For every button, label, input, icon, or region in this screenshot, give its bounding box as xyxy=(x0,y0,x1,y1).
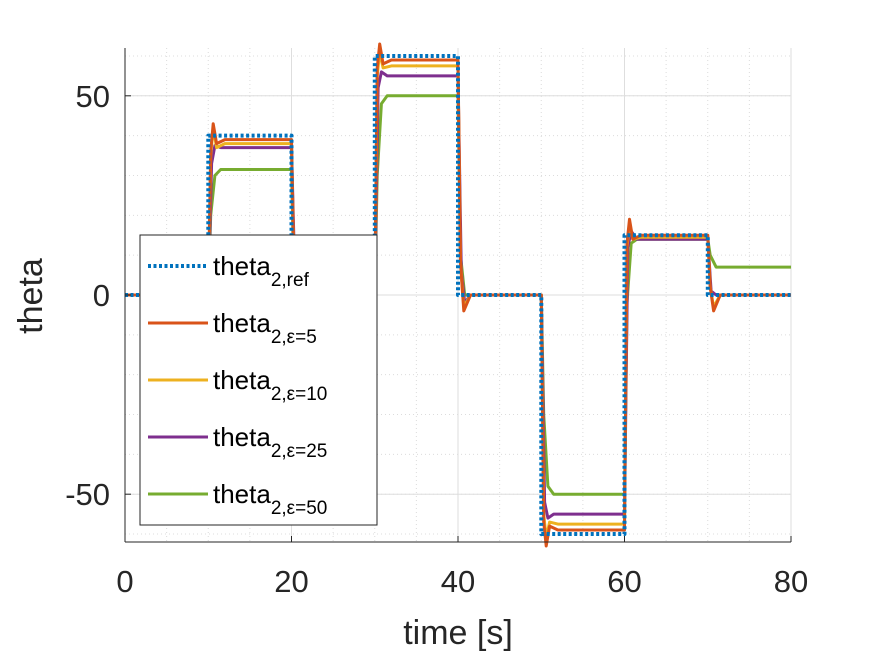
x-tick-label: 80 xyxy=(774,564,808,599)
x-axis-label: time [s] xyxy=(403,614,513,652)
x-tick-label: 60 xyxy=(607,564,641,599)
y-tick-label: -50 xyxy=(65,477,110,512)
x-ticks: 0 20 40 60 80 xyxy=(116,536,808,599)
y-tick-label: 50 xyxy=(76,79,110,114)
series-layer xyxy=(125,42,791,548)
legend-label-0: theta2,ref xyxy=(213,251,310,291)
x-tick-label: 20 xyxy=(274,564,308,599)
legend-label-2: theta2,ε=10 xyxy=(213,365,327,405)
legend-label-3: theta2,ε=25 xyxy=(213,422,327,462)
x-tick-label: 0 xyxy=(116,564,133,599)
legend-label-1: theta2,ε=5 xyxy=(213,308,317,348)
series-line-1 xyxy=(125,42,791,548)
series-line-0 xyxy=(125,54,791,536)
x-tick-label: 40 xyxy=(441,564,475,599)
legend: theta2,ref theta2,ε=5 theta2,ε=10 theta2,ε=… xyxy=(139,234,378,526)
y-ticks: -50 0 50 xyxy=(65,79,131,512)
y-axis-label: theta xyxy=(12,258,50,334)
y-tick-label: 0 xyxy=(93,278,110,313)
legend-label-4: theta2,ε=50 xyxy=(213,479,327,519)
